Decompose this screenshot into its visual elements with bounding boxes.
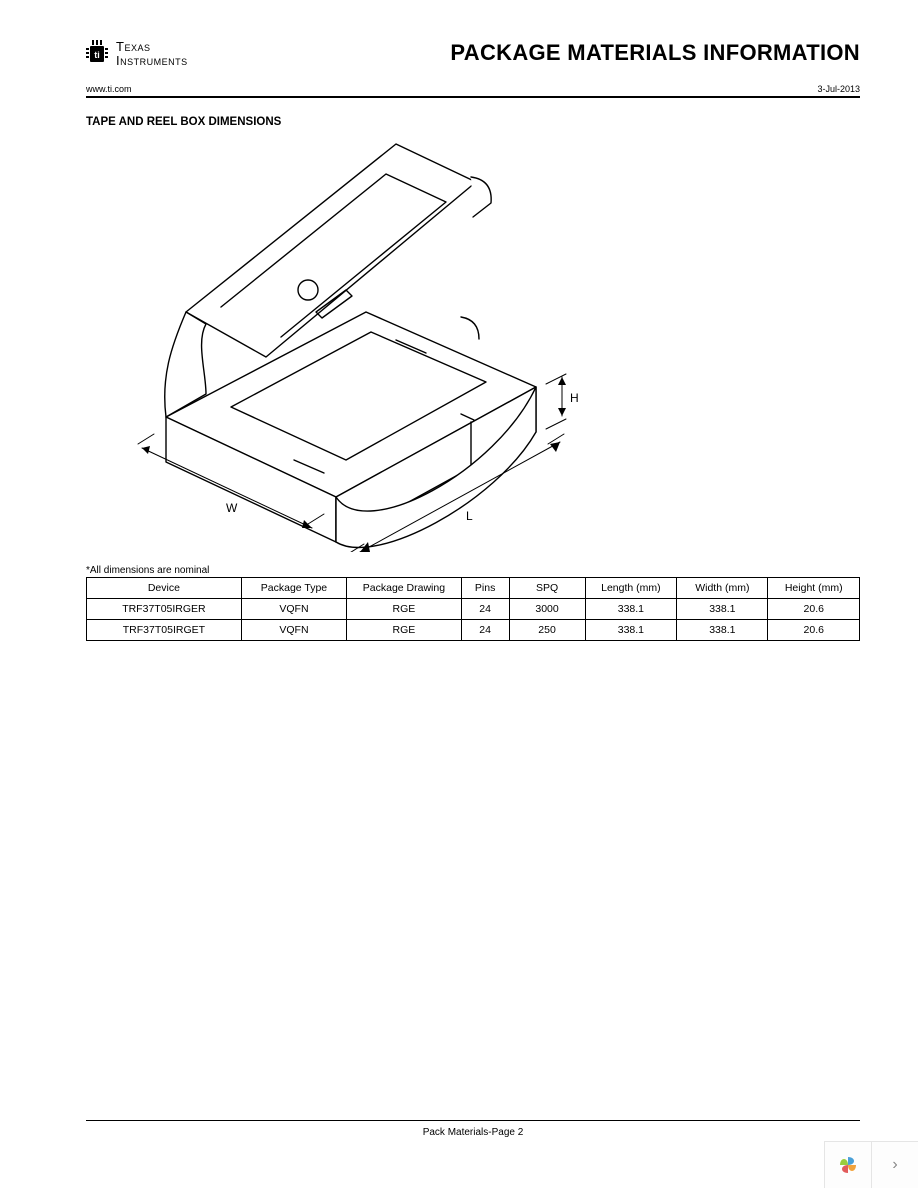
cell-pins: 24 xyxy=(461,599,509,620)
cell-wid: 338.1 xyxy=(677,599,768,620)
viewer-controls: › xyxy=(824,1141,918,1188)
svg-text:ti: ti xyxy=(94,50,100,60)
cell-spq: 3000 xyxy=(509,599,585,620)
page-title: PACKAGE MATERIALS INFORMATION xyxy=(450,40,860,66)
table-row: TRF37T05IRGER VQFN RGE 24 3000 338.1 338… xyxy=(87,599,860,620)
cell-ptype: VQFN xyxy=(241,620,346,641)
dimensions-table: Device Package Type Package Drawing Pins… xyxy=(86,577,860,641)
table-header-row: Device Package Type Package Drawing Pins… xyxy=(87,578,860,599)
cell-device: TRF37T05IRGER xyxy=(87,599,242,620)
table-row: TRF37T05IRGET VQFN RGE 24 250 338.1 338.… xyxy=(87,620,860,641)
col-pins: Pins xyxy=(461,578,509,599)
col-pkg-draw: Package Drawing xyxy=(347,578,462,599)
cell-hgt: 20.6 xyxy=(768,599,860,620)
footer-page-label: Pack Materials-Page 2 xyxy=(86,1127,860,1138)
header-rule xyxy=(86,96,860,98)
cell-len: 338.1 xyxy=(585,620,677,641)
cell-pdraw: RGE xyxy=(347,620,462,641)
cell-hgt: 20.6 xyxy=(768,620,860,641)
col-height: Height (mm) xyxy=(768,578,860,599)
col-pkg-type: Package Type xyxy=(241,578,346,599)
next-page-button[interactable]: › xyxy=(871,1142,918,1188)
cell-device: TRF37T05IRGET xyxy=(87,620,242,641)
footer-rule xyxy=(86,1120,860,1121)
table-footnote: *All dimensions are nominal xyxy=(86,565,860,576)
pinwheel-icon xyxy=(835,1152,861,1178)
company-name-top: Texas xyxy=(116,40,188,54)
col-spq: SPQ xyxy=(509,578,585,599)
header-url: www.ti.com xyxy=(86,84,132,94)
cell-pins: 24 xyxy=(461,620,509,641)
col-device: Device xyxy=(87,578,242,599)
company-name-bottom: Instruments xyxy=(116,54,188,68)
cell-spq: 250 xyxy=(509,620,585,641)
chevron-right-icon: › xyxy=(892,1156,897,1174)
cell-ptype: VQFN xyxy=(241,599,346,620)
dim-label-w: W xyxy=(226,501,238,515)
col-width: Width (mm) xyxy=(677,578,768,599)
dim-label-h: H xyxy=(570,391,579,405)
header-date: 3-Jul-2013 xyxy=(817,84,860,94)
ti-chip-icon: ti xyxy=(86,40,110,70)
company-logo: ti Texas Instruments xyxy=(86,40,188,70)
cell-wid: 338.1 xyxy=(677,620,768,641)
dim-label-l: L xyxy=(466,509,473,523)
box-dimensions-figure: W L H xyxy=(66,122,860,557)
viewer-logo-button[interactable] xyxy=(825,1142,871,1188)
cell-pdraw: RGE xyxy=(347,599,462,620)
cell-len: 338.1 xyxy=(585,599,677,620)
col-length: Length (mm) xyxy=(585,578,677,599)
